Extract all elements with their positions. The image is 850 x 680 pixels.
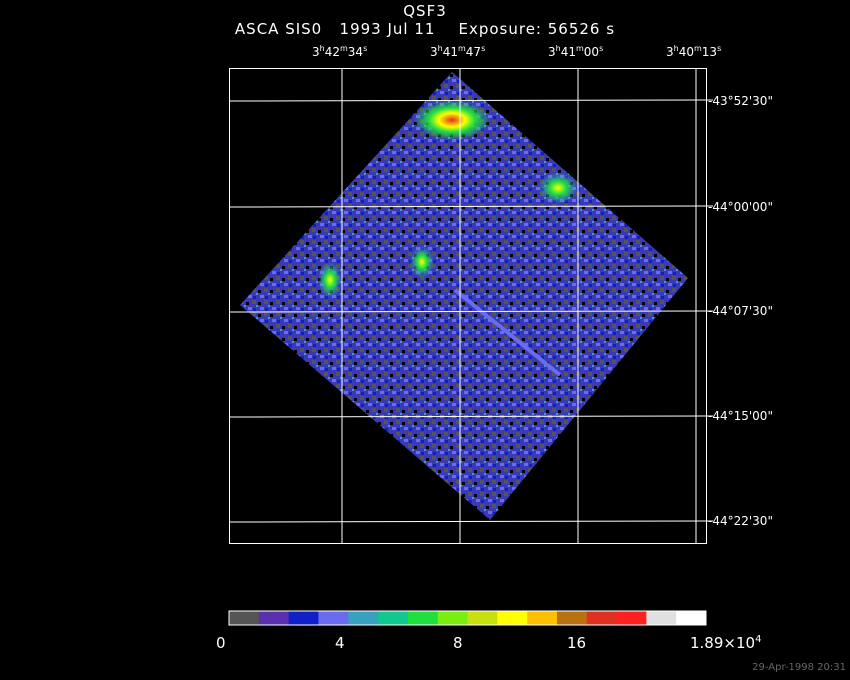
dec-label-4: -44°15'00" bbox=[708, 409, 773, 423]
colorbar-label-max: 1.89×104 bbox=[690, 634, 762, 652]
colorbar-segment bbox=[497, 611, 528, 625]
dec-label-3: -44°07'30" bbox=[708, 304, 773, 318]
source-icon bbox=[538, 172, 578, 204]
ra-label-4: 3h40m13s bbox=[666, 44, 722, 59]
colorbar-segment bbox=[527, 611, 558, 625]
coordinate-grid bbox=[228, 68, 708, 544]
source-icon bbox=[318, 262, 342, 298]
colorbar-segment bbox=[407, 611, 439, 625]
ra-label-1: 3h42m34s bbox=[312, 44, 368, 59]
colorbar-label-8: 8 bbox=[453, 634, 463, 652]
colorbar-segment bbox=[646, 611, 677, 625]
observation-info: ASCA SIS0 1993 Jul 11 Exposure: 56526 s bbox=[234, 20, 616, 38]
colorbar-segment bbox=[437, 611, 468, 625]
ra-label-3: 3h41m00s bbox=[548, 44, 604, 59]
colorbar-segment bbox=[676, 611, 707, 625]
colorbar-label-0: 0 bbox=[216, 634, 226, 652]
tick-marks bbox=[707, 99, 713, 522]
streak-icon bbox=[453, 288, 562, 377]
colorbar bbox=[229, 611, 707, 625]
colorbar-segment bbox=[258, 611, 290, 625]
image-title: QSF3 bbox=[403, 2, 447, 20]
dec-label-1: -43°52'30" bbox=[708, 94, 773, 108]
ra-label-2: 3h41m47s bbox=[430, 44, 486, 59]
timestamp: 29-Apr-1998 20:31 bbox=[752, 662, 846, 673]
colorbar-segment bbox=[616, 611, 647, 625]
image-frame bbox=[229, 68, 707, 544]
colorbar-segment bbox=[556, 611, 588, 625]
dec-label-2: -44°00'00" bbox=[708, 200, 773, 214]
colorbar-label-4: 4 bbox=[335, 634, 345, 652]
colorbar-label-16: 16 bbox=[567, 634, 587, 652]
colorbar-segment bbox=[318, 611, 349, 625]
source-icon bbox=[410, 246, 434, 278]
colorbar-segment bbox=[288, 611, 319, 625]
colorbar-segment bbox=[378, 611, 409, 625]
colorbar-segment bbox=[348, 611, 379, 625]
bright-source-icon bbox=[414, 100, 490, 140]
colorbar-segment bbox=[586, 611, 618, 625]
colorbar-segment bbox=[229, 611, 260, 625]
dec-label-5: -44°22'30" bbox=[708, 514, 773, 528]
colorbar-frame bbox=[228, 610, 707, 626]
colorbar-segment bbox=[467, 611, 498, 625]
